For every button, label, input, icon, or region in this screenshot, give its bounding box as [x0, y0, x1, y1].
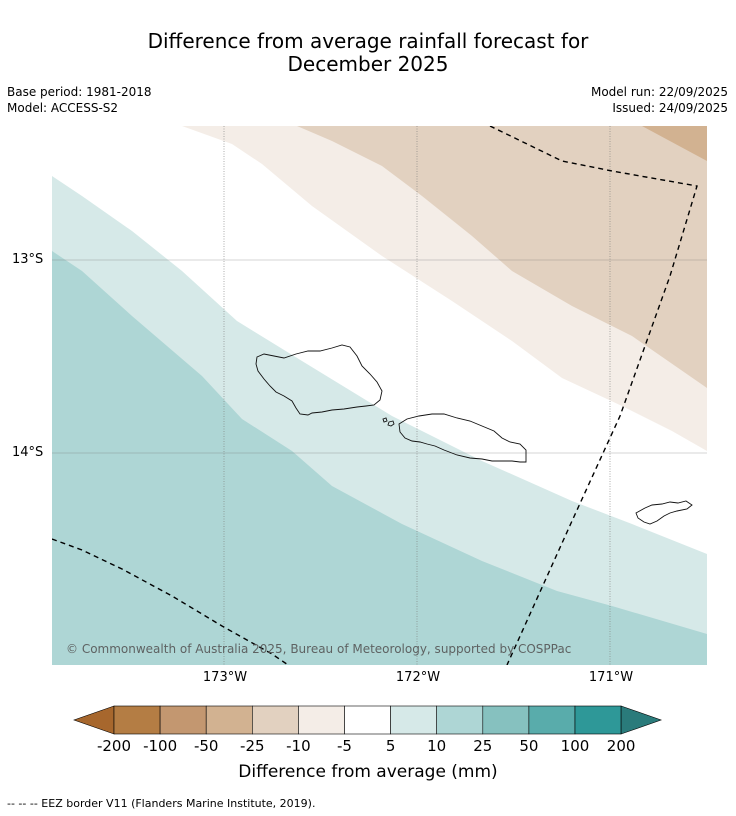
- legend-tick-label: 10: [427, 737, 447, 755]
- legend-tick-label: 50: [519, 737, 539, 755]
- base-period: Base period: 1981-2018: [7, 85, 152, 99]
- legend-tick-label: -100: [143, 737, 178, 755]
- legend-colorbar: [73, 705, 663, 735]
- lat-label-13s: 13°S: [12, 252, 44, 267]
- issued-date: Issued: 24/09/2025: [612, 101, 728, 115]
- legend-tick-label: -5: [337, 737, 352, 755]
- legend-swatch-4: [298, 705, 345, 735]
- lon-label-173w: 173°W: [202, 670, 248, 685]
- island-savaii: [255, 344, 383, 416]
- islet-apolima: [387, 420, 395, 427]
- legend-swatch-1: [159, 705, 207, 735]
- band-minus25-minus10: [297, 126, 707, 388]
- legend-swatch-6: [390, 705, 438, 735]
- legend-arrow-high: [620, 705, 663, 735]
- lon-label-171w: 171°W: [588, 670, 634, 685]
- legend-tick-label: -200: [96, 737, 132, 755]
- band-10-25: [52, 251, 707, 665]
- model-name: Model: ACCESS-S2: [7, 101, 119, 115]
- title-line-2: December 2025: [287, 52, 449, 76]
- legend-tick-label: 5: [385, 737, 396, 755]
- meta-left: Base period: 1981-2018 Model: ACCESS-S2: [7, 84, 152, 116]
- legend-swatch-5: [344, 705, 391, 735]
- eez-footnote: -- -- -- EEZ border V11 (Flanders Marine…: [7, 797, 316, 810]
- graticule: [52, 126, 707, 665]
- band-minus50-minus25: [642, 126, 707, 161]
- map-title: Difference from average rainfall forecas…: [0, 30, 736, 76]
- legend-swatch-10: [574, 705, 622, 735]
- model-run: Model run: 22/09/2025: [590, 85, 728, 99]
- legend-swatch-8: [482, 705, 530, 735]
- legend-tick-label: 25: [473, 737, 493, 755]
- island-upolu: [398, 413, 527, 463]
- legend-label: Difference from average (mm): [238, 762, 498, 782]
- lon-label-172w: 172°W: [395, 670, 441, 685]
- rainfall-map: © Commonwealth of Australia 2025, Bureau…: [52, 126, 707, 665]
- island-tutuila: [635, 500, 693, 525]
- legend-tick-label: -50: [193, 737, 219, 755]
- legend-tick-label: 100: [560, 737, 590, 755]
- legend-tick-label: 200: [606, 737, 636, 755]
- legend-swatch-9: [528, 705, 576, 735]
- eez-border-west: [52, 538, 290, 665]
- legend-tick-label: -10: [286, 737, 311, 755]
- eez-border: [52, 126, 698, 665]
- legend-swatch-0: [113, 705, 161, 735]
- legend-arrow-low: [73, 705, 115, 735]
- lat-label-14s: 14°S: [12, 445, 44, 460]
- islet-manono: [382, 417, 388, 423]
- copyright-notice: © Commonwealth of Australia 2025, Bureau…: [66, 642, 571, 656]
- legend-tick-label: -25: [240, 737, 265, 755]
- legend-swatch-7: [436, 705, 484, 735]
- eez-border-east: [489, 126, 698, 665]
- legend-swatch-3: [252, 705, 299, 735]
- coastlines: [255, 344, 693, 525]
- legend-swatch-2: [205, 705, 253, 735]
- title-line-1: Difference from average rainfall forecas…: [147, 29, 589, 53]
- meta-right: Model run: 22/09/2025 Issued: 24/09/2025: [591, 84, 728, 116]
